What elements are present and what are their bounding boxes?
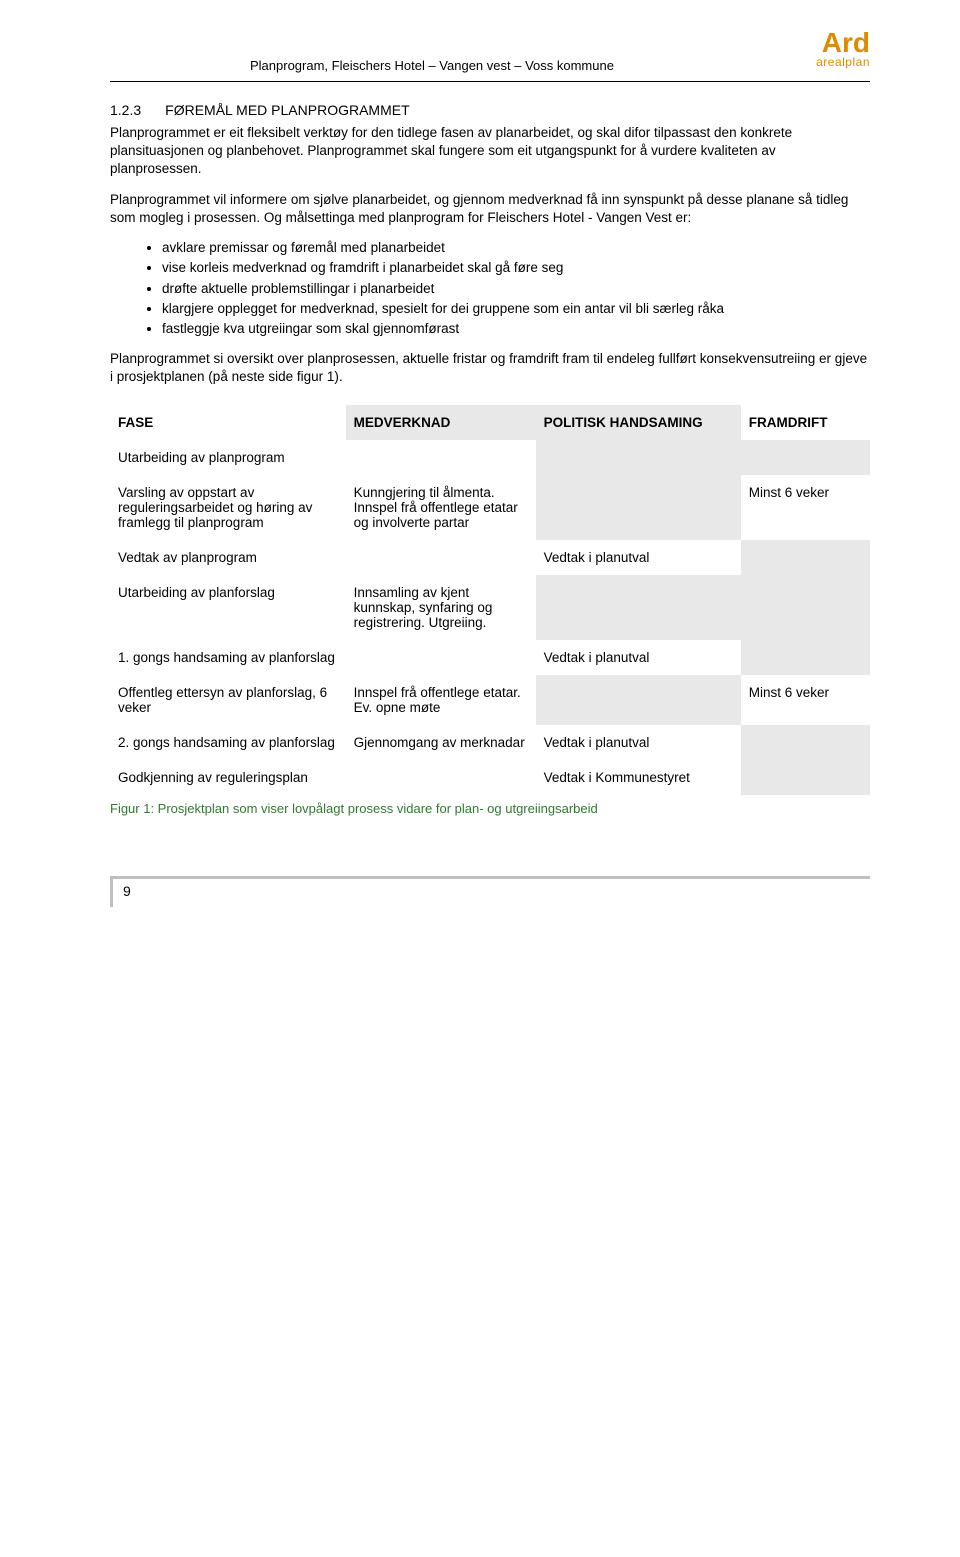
running-header: Planprogram, Fleischers Hotel – Vangen v… <box>250 58 614 73</box>
figure-caption: Figur 1: Prosjektplan som viser lovpålag… <box>110 801 870 816</box>
table-row: Offentleg ettersyn av planforslag, 6 vek… <box>110 675 870 725</box>
paragraph-2: Planprogrammet vil informere om sjølve p… <box>110 191 870 227</box>
cell: Innsamling av kjent kunnskap, synfaring … <box>346 575 536 640</box>
bullet-item: fastleggje kva utgreiingar som skal gjen… <box>162 320 870 338</box>
table-row: Varsling av oppstart av reguleringsarbei… <box>110 475 870 540</box>
table-row: Utarbeiding av planforslag Innsamling av… <box>110 575 870 640</box>
header-divider <box>110 81 870 82</box>
section-title: FØREMÅL MED PLANPROGRAMMET <box>165 102 410 118</box>
bullet-item: drøfte aktuelle problemstillingar i plan… <box>162 280 870 298</box>
page-footer: 9 <box>110 876 870 907</box>
cell: Vedtak i planutval <box>536 540 741 575</box>
cell: Kunngjering til ålmenta. Innspel frå off… <box>346 475 536 540</box>
cell <box>741 725 870 760</box>
table-row: Utarbeiding av planprogram <box>110 440 870 475</box>
paragraph-3: Planprogrammet si oversikt over planpros… <box>110 350 870 386</box>
section-number: 1.2.3 <box>110 102 141 118</box>
cell <box>536 575 741 640</box>
cell: Utarbeiding av planforslag <box>110 575 346 640</box>
table-row: Vedtak av planprogram Vedtak i planutval <box>110 540 870 575</box>
cell <box>536 675 741 725</box>
bullet-item: avklare premissar og føremål med planarb… <box>162 239 870 257</box>
logo-sub: arealplan <box>816 55 870 69</box>
cell <box>346 640 536 675</box>
table-header-row: FASE MEDVERKNAD POLITISK HANDSAMING FRAM… <box>110 405 870 440</box>
th-politisk: POLITISK HANDSAMING <box>536 405 741 440</box>
th-fase: FASE <box>110 405 346 440</box>
bullet-item: klargjere opplegget for medverknad, spes… <box>162 300 870 318</box>
cell: 2. gongs handsaming av planforslag <box>110 725 346 760</box>
paragraph-1: Planprogrammet er eit fleksibelt verktøy… <box>110 124 870 179</box>
cell: Vedtak i planutval <box>536 725 741 760</box>
cell: 1. gongs handsaming av planforslag <box>110 640 346 675</box>
cell <box>346 440 536 475</box>
cell <box>536 475 741 540</box>
cell: Minst 6 veker <box>741 675 870 725</box>
cell <box>741 760 870 795</box>
bullet-list: avklare premissar og føremål med planarb… <box>110 239 870 338</box>
cell <box>741 540 870 575</box>
logo: Ard arealplan <box>816 30 870 69</box>
cell <box>346 760 536 795</box>
cell: Varsling av oppstart av reguleringsarbei… <box>110 475 346 540</box>
cell <box>741 440 870 475</box>
cell: Innspel frå offentlege etatar. Ev. opne … <box>346 675 536 725</box>
logo-main: Ard <box>816 30 870 55</box>
table-row: 2. gongs handsaming av planforslag Gjenn… <box>110 725 870 760</box>
cell <box>741 640 870 675</box>
table-row: Godkjenning av reguleringsplan Vedtak i … <box>110 760 870 795</box>
th-medverknad: MEDVERKNAD <box>346 405 536 440</box>
cell: Minst 6 veker <box>741 475 870 540</box>
bullet-item: vise korleis medverknad og framdrift i p… <box>162 259 870 277</box>
cell: Gjennomgang av merknadar <box>346 725 536 760</box>
table-row: 1. gongs handsaming av planforslag Vedta… <box>110 640 870 675</box>
cell <box>741 575 870 640</box>
cell: Vedtak i planutval <box>536 640 741 675</box>
cell: Offentleg ettersyn av planforslag, 6 vek… <box>110 675 346 725</box>
cell <box>536 440 741 475</box>
section-heading: 1.2.3 FØREMÅL MED PLANPROGRAMMET <box>110 102 870 118</box>
cell: Vedtak av planprogram <box>110 540 346 575</box>
process-table: FASE MEDVERKNAD POLITISK HANDSAMING FRAM… <box>110 405 870 795</box>
cell: Godkjenning av reguleringsplan <box>110 760 346 795</box>
cell: Utarbeiding av planprogram <box>110 440 346 475</box>
th-framdrift: FRAMDRIFT <box>741 405 870 440</box>
cell <box>346 540 536 575</box>
cell: Vedtak i Kommunestyret <box>536 760 741 795</box>
page-number: 9 <box>110 879 141 907</box>
